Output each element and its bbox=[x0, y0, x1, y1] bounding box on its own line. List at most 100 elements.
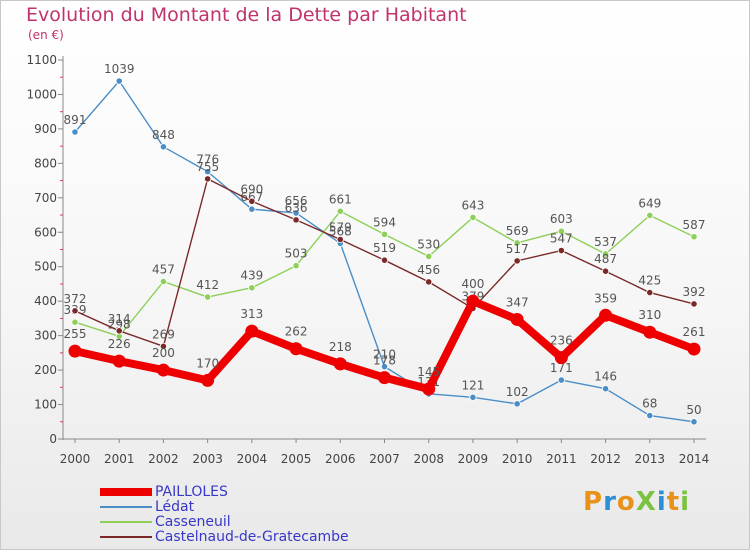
data-point bbox=[159, 277, 168, 286]
chart-subtitle: (en €) bbox=[28, 28, 64, 42]
data-label: 519 bbox=[373, 241, 396, 255]
x-tick-label: 2000 bbox=[60, 452, 91, 466]
legend-label: Lédat bbox=[155, 499, 195, 515]
data-label: 579 bbox=[329, 221, 352, 235]
data-label: 425 bbox=[638, 274, 661, 288]
y-tick-label: 900 bbox=[34, 122, 57, 136]
y-tick-label: 500 bbox=[34, 260, 57, 274]
y-tick-label: 300 bbox=[34, 329, 57, 343]
data-label: 537 bbox=[594, 235, 617, 249]
y-tick-label: 1100 bbox=[26, 53, 57, 67]
data-point bbox=[292, 216, 300, 224]
data-label: 517 bbox=[506, 242, 529, 256]
x-tick-label: 2001 bbox=[104, 452, 135, 466]
data-label: 313 bbox=[240, 307, 263, 321]
logo-letter: X bbox=[635, 487, 657, 517]
data-label: 412 bbox=[196, 278, 219, 292]
data-point bbox=[380, 363, 389, 371]
data-label: 649 bbox=[638, 196, 661, 210]
data-point bbox=[204, 175, 212, 183]
data-point bbox=[469, 393, 477, 401]
data-point bbox=[248, 205, 256, 213]
proxiti-logo: ProXiti bbox=[583, 487, 690, 517]
legend-label: Castelnaud-de-Gratecambe bbox=[155, 529, 349, 545]
legend-label: PAILLOLES bbox=[155, 484, 228, 500]
data-point bbox=[466, 294, 480, 308]
data-point bbox=[292, 209, 300, 217]
data-point bbox=[601, 267, 610, 275]
data-label: 145 bbox=[417, 365, 440, 379]
data-label: 690 bbox=[240, 182, 263, 196]
data-label: 594 bbox=[373, 215, 396, 229]
data-label: 121 bbox=[461, 378, 484, 392]
data-point bbox=[513, 400, 521, 408]
data-label: 636 bbox=[285, 201, 308, 215]
legend-swatch bbox=[100, 521, 152, 523]
data-point bbox=[557, 246, 565, 255]
data-label: 146 bbox=[594, 370, 617, 384]
data-label: 102 bbox=[506, 385, 529, 399]
y-tick-label: 100 bbox=[34, 398, 57, 412]
data-point bbox=[159, 342, 168, 350]
data-point bbox=[248, 284, 256, 292]
data-label: 456 bbox=[417, 263, 440, 277]
data-point bbox=[469, 213, 477, 222]
data-point bbox=[422, 382, 436, 396]
data-point bbox=[115, 77, 123, 85]
data-point bbox=[378, 371, 391, 385]
data-label: 439 bbox=[240, 269, 263, 283]
data-label: 891 bbox=[64, 113, 87, 127]
data-point bbox=[557, 227, 565, 235]
x-tick-label: 2005 bbox=[281, 452, 312, 466]
data-point bbox=[71, 128, 79, 136]
y-tick-label: 700 bbox=[34, 191, 57, 205]
data-point bbox=[646, 211, 654, 219]
y-tick-label: 600 bbox=[34, 225, 57, 239]
data-point bbox=[510, 312, 524, 326]
data-point bbox=[513, 239, 521, 247]
data-point bbox=[690, 418, 698, 426]
data-label: 776 bbox=[196, 153, 219, 167]
logo-letter: i bbox=[680, 487, 691, 517]
chart-title: Evolution du Montant de la Dette par Hab… bbox=[26, 4, 467, 26]
data-label: 178 bbox=[373, 354, 396, 368]
data-label: 656 bbox=[285, 194, 308, 208]
x-tick-label: 2003 bbox=[192, 452, 223, 466]
x-tick-label: 2004 bbox=[237, 452, 268, 466]
data-point bbox=[333, 357, 347, 371]
data-label: 310 bbox=[638, 308, 661, 322]
data-point bbox=[248, 197, 256, 205]
data-point bbox=[601, 250, 610, 258]
data-label: 372 bbox=[64, 292, 87, 306]
data-point bbox=[425, 278, 433, 286]
data-point bbox=[112, 354, 126, 368]
data-point bbox=[68, 344, 82, 358]
data-point bbox=[289, 342, 303, 356]
data-point bbox=[204, 168, 212, 176]
data-label: 569 bbox=[506, 224, 529, 238]
data-label: 1039 bbox=[104, 62, 135, 76]
data-point bbox=[159, 143, 168, 151]
data-label: 661 bbox=[329, 192, 352, 206]
data-label: 170 bbox=[196, 356, 219, 370]
data-label: 392 bbox=[683, 285, 706, 299]
data-point bbox=[201, 373, 215, 387]
data-label: 314 bbox=[108, 312, 131, 326]
logo-letter: i bbox=[656, 487, 667, 517]
x-tick-label: 2010 bbox=[502, 452, 533, 466]
data-point bbox=[380, 230, 389, 238]
data-point bbox=[690, 300, 698, 308]
data-point bbox=[336, 235, 344, 244]
data-label: 755 bbox=[196, 160, 219, 174]
data-label: 643 bbox=[461, 198, 484, 212]
data-point bbox=[643, 325, 657, 339]
data-label: 457 bbox=[152, 263, 175, 277]
x-tick-label: 2007 bbox=[369, 452, 400, 466]
legend-swatch bbox=[100, 488, 152, 496]
data-point bbox=[601, 385, 610, 393]
logo-letter: t bbox=[666, 487, 681, 517]
data-label: 262 bbox=[285, 325, 308, 339]
y-tick-label: 400 bbox=[34, 294, 57, 308]
